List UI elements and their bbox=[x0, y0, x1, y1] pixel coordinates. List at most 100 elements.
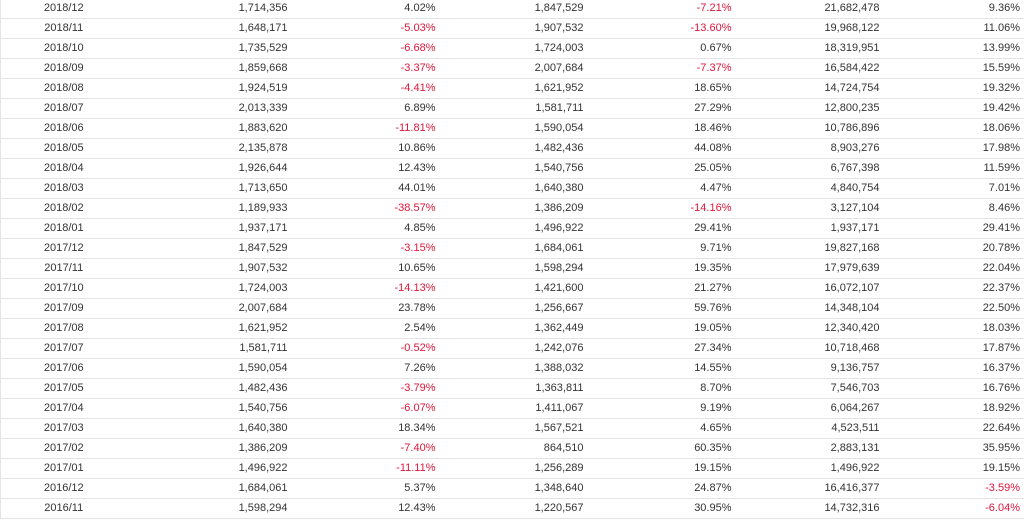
change-cell: 44.01% bbox=[292, 179, 440, 199]
value-cell: 1,883,620 bbox=[147, 119, 292, 139]
compare-change-cell: -7.37% bbox=[588, 59, 736, 79]
compare-change-cell: 60.35% bbox=[588, 439, 736, 459]
compare-value-cell: 864,510 bbox=[440, 439, 588, 459]
change-cell: 23.78% bbox=[292, 299, 440, 319]
cumulative-change-cell: 19.15% bbox=[884, 459, 1024, 479]
value-cell: 1,540,756 bbox=[147, 399, 292, 419]
compare-change-cell: 27.34% bbox=[588, 339, 736, 359]
value-cell: 1,590,054 bbox=[147, 359, 292, 379]
change-cell: -7.40% bbox=[292, 439, 440, 459]
compare-value-cell: 1,482,436 bbox=[440, 139, 588, 159]
compare-value-cell: 1,621,952 bbox=[440, 79, 588, 99]
month-cell: 2018/04 bbox=[1, 159, 147, 179]
cumulative-cell: 19,968,122 bbox=[736, 19, 884, 39]
value-cell: 1,724,003 bbox=[147, 279, 292, 299]
value-cell: 1,640,380 bbox=[147, 419, 292, 439]
value-cell: 1,735,529 bbox=[147, 39, 292, 59]
value-cell: 2,135,878 bbox=[147, 139, 292, 159]
compare-change-cell: 14.55% bbox=[588, 359, 736, 379]
change-cell: 4.85% bbox=[292, 219, 440, 239]
month-cell: 2017/09 bbox=[1, 299, 147, 319]
change-cell: 4.02% bbox=[292, 0, 440, 19]
cumulative-cell: 6,064,267 bbox=[736, 399, 884, 419]
cumulative-cell: 17,979,639 bbox=[736, 259, 884, 279]
cumulative-change-cell: 29.41% bbox=[884, 219, 1024, 239]
change-cell: 6.89% bbox=[292, 99, 440, 119]
cumulative-cell: 16,416,377 bbox=[736, 479, 884, 499]
month-cell: 2017/05 bbox=[1, 379, 147, 399]
compare-value-cell: 1,907,532 bbox=[440, 19, 588, 39]
change-cell: -11.81% bbox=[292, 119, 440, 139]
month-cell: 2016/11 bbox=[1, 499, 147, 519]
compare-value-cell: 1,242,076 bbox=[440, 339, 588, 359]
compare-change-cell: 9.19% bbox=[588, 399, 736, 419]
value-cell: 2,013,339 bbox=[147, 99, 292, 119]
month-cell: 2017/06 bbox=[1, 359, 147, 379]
compare-value-cell: 1,363,811 bbox=[440, 379, 588, 399]
change-cell: -4.41% bbox=[292, 79, 440, 99]
compare-change-cell: 29.41% bbox=[588, 219, 736, 239]
cumulative-change-cell: 22.04% bbox=[884, 259, 1024, 279]
compare-value-cell: 1,256,289 bbox=[440, 459, 588, 479]
compare-value-cell: 1,388,032 bbox=[440, 359, 588, 379]
cumulative-cell: 4,523,511 bbox=[736, 419, 884, 439]
cumulative-cell: 6,767,398 bbox=[736, 159, 884, 179]
month-cell: 2018/07 bbox=[1, 99, 147, 119]
value-cell: 1,648,171 bbox=[147, 19, 292, 39]
value-cell: 2,007,684 bbox=[147, 299, 292, 319]
compare-value-cell: 1,362,449 bbox=[440, 319, 588, 339]
compare-value-cell: 1,567,521 bbox=[440, 419, 588, 439]
change-cell: -6.07% bbox=[292, 399, 440, 419]
cumulative-change-cell: 22.37% bbox=[884, 279, 1024, 299]
value-cell: 1,907,532 bbox=[147, 259, 292, 279]
compare-value-cell: 1,421,600 bbox=[440, 279, 588, 299]
change-cell: 18.34% bbox=[292, 419, 440, 439]
cumulative-change-cell: 8.46% bbox=[884, 199, 1024, 219]
compare-change-cell: 24.87% bbox=[588, 479, 736, 499]
compare-change-cell: 21.27% bbox=[588, 279, 736, 299]
change-cell: -0.52% bbox=[292, 339, 440, 359]
cumulative-cell: 16,584,422 bbox=[736, 59, 884, 79]
cumulative-change-cell: 18.03% bbox=[884, 319, 1024, 339]
value-cell: 1,621,952 bbox=[147, 319, 292, 339]
compare-change-cell: 0.67% bbox=[588, 39, 736, 59]
cumulative-change-cell: 19.42% bbox=[884, 99, 1024, 119]
month-cell: 2017/11 bbox=[1, 259, 147, 279]
cumulative-cell: 19,827,168 bbox=[736, 239, 884, 259]
cumulative-change-cell: 17.98% bbox=[884, 139, 1024, 159]
compare-change-cell: 25.05% bbox=[588, 159, 736, 179]
change-cell: -3.15% bbox=[292, 239, 440, 259]
cumulative-change-cell: -3.59% bbox=[884, 479, 1024, 499]
month-cell: 2017/07 bbox=[1, 339, 147, 359]
cumulative-change-cell: 7.01% bbox=[884, 179, 1024, 199]
month-cell: 2018/11 bbox=[1, 19, 147, 39]
cumulative-change-cell: 16.37% bbox=[884, 359, 1024, 379]
compare-value-cell: 1,496,922 bbox=[440, 219, 588, 239]
month-cell: 2018/02 bbox=[1, 199, 147, 219]
compare-value-cell: 1,598,294 bbox=[440, 259, 588, 279]
compare-value-cell: 1,581,711 bbox=[440, 99, 588, 119]
month-cell: 2017/01 bbox=[1, 459, 147, 479]
change-cell: -11.11% bbox=[292, 459, 440, 479]
month-cell: 2018/08 bbox=[1, 79, 147, 99]
cumulative-change-cell: 19.32% bbox=[884, 79, 1024, 99]
cumulative-change-cell: 35.95% bbox=[884, 439, 1024, 459]
cumulative-cell: 1,937,171 bbox=[736, 219, 884, 239]
value-cell: 1,926,644 bbox=[147, 159, 292, 179]
change-cell: -5.03% bbox=[292, 19, 440, 39]
month-cell: 2018/12 bbox=[1, 0, 147, 19]
value-cell: 1,598,294 bbox=[147, 499, 292, 519]
cumulative-cell: 14,348,104 bbox=[736, 299, 884, 319]
compare-change-cell: 19.15% bbox=[588, 459, 736, 479]
cumulative-change-cell: 20.78% bbox=[884, 239, 1024, 259]
